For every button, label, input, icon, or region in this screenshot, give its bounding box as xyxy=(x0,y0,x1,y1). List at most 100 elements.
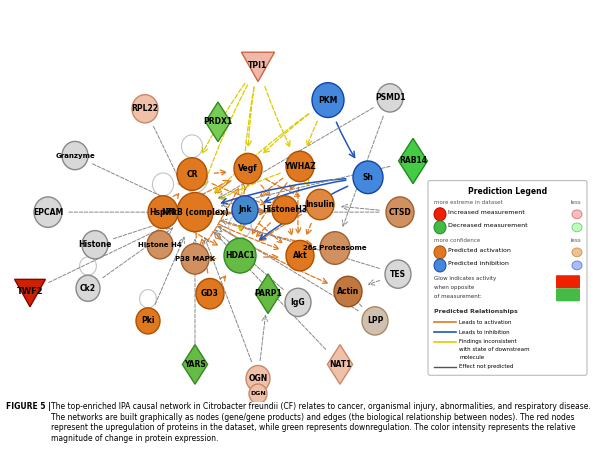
Text: Ck2: Ck2 xyxy=(80,284,96,293)
Polygon shape xyxy=(182,344,208,384)
Text: DGN: DGN xyxy=(250,391,266,396)
Text: when opposite: when opposite xyxy=(434,285,474,290)
Text: NfkB (complex): NfkB (complex) xyxy=(162,208,228,217)
Text: Prediction Legend: Prediction Legend xyxy=(468,187,547,196)
Text: Predicted Relationships: Predicted Relationships xyxy=(434,309,518,314)
Circle shape xyxy=(385,260,411,288)
Circle shape xyxy=(177,192,213,232)
Text: FIGURE 5 |: FIGURE 5 | xyxy=(6,402,53,411)
Text: PSMD1: PSMD1 xyxy=(375,94,405,102)
Text: molecule: molecule xyxy=(459,355,484,359)
Text: Actin: Actin xyxy=(337,287,359,296)
Text: Jnk: Jnk xyxy=(238,205,252,214)
Circle shape xyxy=(147,231,173,259)
Circle shape xyxy=(34,197,62,227)
Text: PKM: PKM xyxy=(319,95,338,104)
Circle shape xyxy=(334,276,362,307)
Circle shape xyxy=(136,308,160,334)
Circle shape xyxy=(246,366,270,392)
Text: TES: TES xyxy=(390,270,406,278)
Polygon shape xyxy=(14,279,46,307)
Circle shape xyxy=(224,238,256,273)
FancyBboxPatch shape xyxy=(556,288,580,301)
Circle shape xyxy=(386,197,414,227)
Text: HDAC1: HDAC1 xyxy=(225,251,255,260)
Text: with state of downstream: with state of downstream xyxy=(459,347,530,352)
Text: CTSD: CTSD xyxy=(389,208,412,217)
Text: YARS: YARS xyxy=(184,360,206,369)
Circle shape xyxy=(232,196,258,224)
Polygon shape xyxy=(241,52,275,81)
Text: Predicted inhibition: Predicted inhibition xyxy=(448,261,509,266)
Text: Glow indicates activity: Glow indicates activity xyxy=(434,276,496,281)
Circle shape xyxy=(196,278,224,309)
Text: TWF2: TWF2 xyxy=(17,287,43,296)
Text: The top-enriched IPA causal network in Citrobacter freundii (CF) relates to canc: The top-enriched IPA causal network in C… xyxy=(50,402,590,443)
Text: Increased measurement: Increased measurement xyxy=(448,210,525,215)
Text: RAB14: RAB14 xyxy=(399,156,427,166)
Ellipse shape xyxy=(572,248,582,257)
Text: Pki: Pki xyxy=(141,316,155,325)
Text: Decreased measurement: Decreased measurement xyxy=(448,223,527,228)
Text: more confidence: more confidence xyxy=(434,238,480,243)
Text: Effect not predicted: Effect not predicted xyxy=(459,365,514,369)
Text: Leads to activation: Leads to activation xyxy=(459,320,511,325)
Circle shape xyxy=(353,161,383,194)
Polygon shape xyxy=(398,139,427,183)
Circle shape xyxy=(272,196,298,224)
Circle shape xyxy=(312,83,344,117)
Text: less: less xyxy=(571,238,581,243)
Text: YWHAZ: YWHAZ xyxy=(284,162,316,171)
Circle shape xyxy=(434,208,446,221)
Text: GD3: GD3 xyxy=(201,289,219,298)
Polygon shape xyxy=(205,102,230,142)
Circle shape xyxy=(286,241,314,271)
Text: P38 MAPK: P38 MAPK xyxy=(175,256,215,262)
Text: Sh: Sh xyxy=(362,173,373,182)
Text: PARP1: PARP1 xyxy=(254,289,282,298)
Text: Vegf: Vegf xyxy=(238,164,258,173)
Text: NAT1: NAT1 xyxy=(329,360,351,369)
Text: CR: CR xyxy=(186,169,198,179)
Text: less: less xyxy=(571,200,581,205)
Circle shape xyxy=(181,244,209,274)
Circle shape xyxy=(234,154,262,184)
Text: TPI1: TPI1 xyxy=(248,61,268,70)
FancyBboxPatch shape xyxy=(556,275,580,288)
Text: of measurement:: of measurement: xyxy=(434,294,482,299)
Circle shape xyxy=(434,259,446,272)
Circle shape xyxy=(362,307,388,335)
Text: PRDX1: PRDX1 xyxy=(203,117,233,126)
Circle shape xyxy=(306,189,334,220)
Text: Findings inconsistent: Findings inconsistent xyxy=(459,339,517,344)
Text: LPP: LPP xyxy=(367,316,383,325)
Polygon shape xyxy=(328,344,353,384)
Text: Insulin: Insulin xyxy=(305,200,335,209)
Text: Hsp70: Hsp70 xyxy=(149,208,176,217)
Circle shape xyxy=(434,221,446,234)
Circle shape xyxy=(82,231,108,259)
Text: HistoneH3: HistoneH3 xyxy=(262,205,308,214)
Text: RPL22: RPL22 xyxy=(131,104,158,113)
Circle shape xyxy=(76,275,100,301)
Text: Leads to inhibition: Leads to inhibition xyxy=(459,329,509,335)
Text: Histone: Histone xyxy=(79,240,112,249)
Circle shape xyxy=(377,84,403,112)
Text: Akt: Akt xyxy=(293,251,307,260)
Text: 26s Proteasome: 26s Proteasome xyxy=(303,245,367,251)
Circle shape xyxy=(132,95,158,123)
Text: IgG: IgG xyxy=(290,298,305,307)
Circle shape xyxy=(434,246,446,259)
Circle shape xyxy=(62,141,88,170)
Text: EPCAM: EPCAM xyxy=(33,208,63,217)
Circle shape xyxy=(249,384,267,403)
Text: Granzyme: Granzyme xyxy=(55,153,95,159)
Circle shape xyxy=(285,288,311,316)
Text: Histone H4: Histone H4 xyxy=(138,242,182,248)
Ellipse shape xyxy=(572,261,582,270)
Ellipse shape xyxy=(572,210,582,219)
Text: OGN: OGN xyxy=(248,374,268,383)
Circle shape xyxy=(177,158,207,190)
Circle shape xyxy=(286,151,314,182)
Circle shape xyxy=(148,196,178,228)
